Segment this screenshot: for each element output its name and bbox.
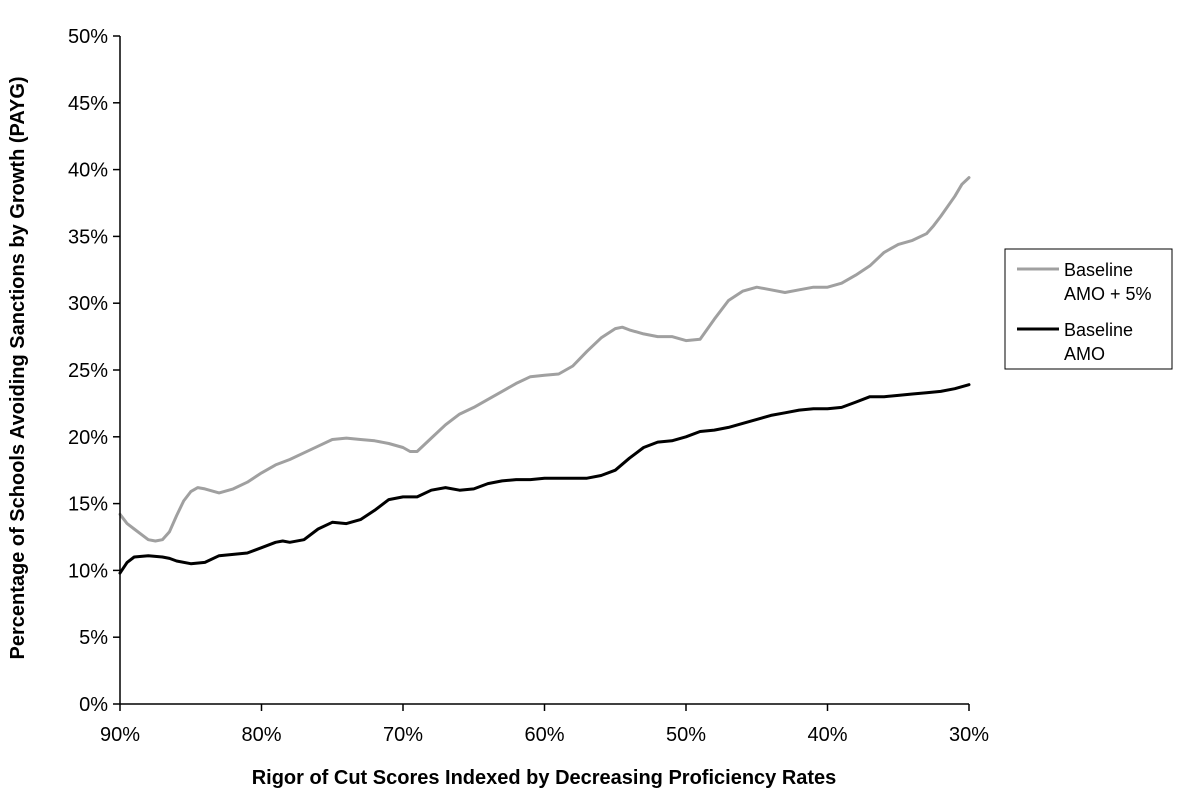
y-tick-label: 25% [68, 360, 108, 382]
y-tick-label: 10% [68, 560, 108, 582]
series-line-2 [118, 383, 971, 575]
x-axis-ticks: 90% 80% 70% 60% 50% 40% 30% [100, 704, 989, 746]
y-axis-title: Percentage of Schools Avoiding Sanctions… [7, 76, 29, 659]
x-tick-label: 90% [100, 724, 140, 746]
y-tick-label: 35% [68, 226, 108, 248]
y-tick-label: 50% [68, 26, 108, 48]
x-tick-label: 30% [949, 724, 989, 746]
legend: Baseline AMO + 5% Baseline AMO [1004, 248, 1173, 370]
x-tick-label: 80% [241, 724, 281, 746]
legend-label-series-2-line-2: AMO [1064, 344, 1105, 364]
y-tick-label: 5% [79, 627, 108, 649]
x-tick-label: 50% [666, 724, 706, 746]
x-tick-label: 40% [807, 724, 847, 746]
x-axis-title: Rigor of Cut Scores Indexed by Decreasin… [252, 767, 837, 789]
y-tick-label: 40% [68, 160, 108, 182]
x-tick-label: 70% [383, 724, 423, 746]
y-tick-label: 15% [68, 494, 108, 516]
y-tick-label: 20% [68, 427, 108, 449]
series-layer [118, 176, 971, 575]
legend-label-series-2-line-1: Baseline [1064, 320, 1133, 340]
y-tick-label: 0% [79, 694, 108, 716]
y-tick-label: 30% [68, 293, 108, 315]
series-line-1 [118, 176, 971, 543]
y-tick-label: 45% [68, 93, 108, 115]
y-axis-ticks: 0% 5% 10% 15% 20% 25% 30% 35% 40% 45% 50% [68, 26, 120, 716]
legend-label-series-1-line-1: Baseline [1064, 260, 1133, 280]
legend-label-series-1-line-2: AMO + 5% [1064, 284, 1152, 304]
x-tick-label: 60% [524, 724, 564, 746]
